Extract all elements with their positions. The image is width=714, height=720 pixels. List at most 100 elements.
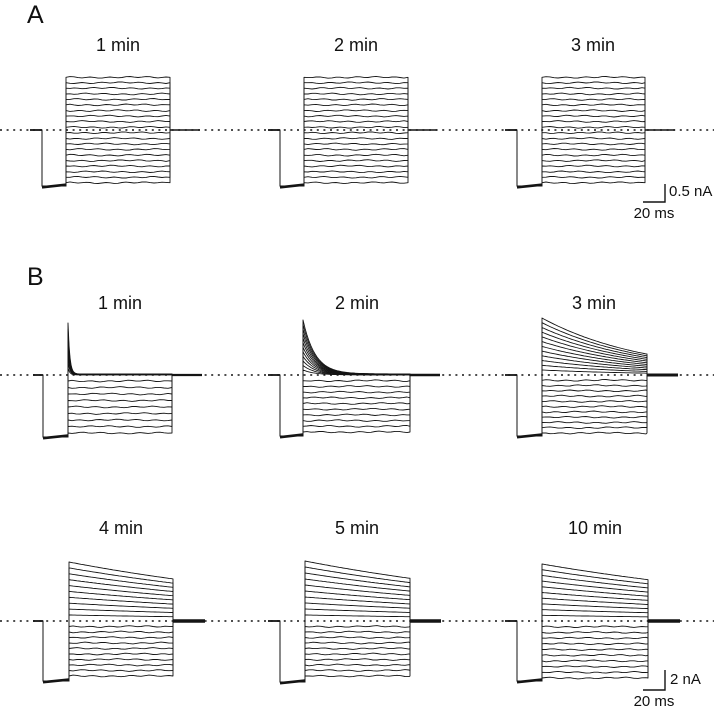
current-trace	[30, 76, 200, 187]
trace-row-3	[0, 560, 714, 685]
current-trace	[268, 129, 437, 187]
current-trace	[33, 348, 202, 438]
current-trace	[505, 620, 680, 682]
current-trace	[268, 342, 440, 437]
current-trace	[505, 574, 680, 682]
current-trace	[505, 129, 675, 187]
current-trace	[505, 109, 675, 187]
current-trace	[268, 114, 437, 187]
current-trace	[33, 579, 205, 682]
current-trace	[33, 585, 205, 682]
current-trace	[33, 620, 205, 682]
prepulse-bottom-segment	[279, 433, 304, 439]
current-trace	[33, 590, 205, 682]
current-trace	[33, 620, 205, 682]
current-trace	[268, 374, 440, 437]
current-trace	[505, 609, 680, 682]
current-trace	[505, 374, 678, 437]
current-trace	[505, 341, 678, 437]
current-trace	[505, 129, 675, 187]
current-trace	[505, 76, 675, 187]
current-trace	[30, 98, 200, 187]
current-trace	[30, 129, 200, 187]
current-trace	[505, 81, 675, 187]
current-trace	[505, 374, 678, 437]
current-trace	[30, 129, 200, 187]
current-trace	[30, 129, 200, 187]
scalebar-b-current-label: 2 nA	[670, 671, 701, 688]
trace-label-b-3min: 3 min	[571, 293, 616, 313]
current-trace	[505, 603, 680, 682]
current-trace	[268, 614, 441, 683]
current-trace	[33, 620, 205, 682]
current-trace	[268, 355, 440, 437]
current-trace	[505, 374, 678, 437]
prepulse-bottom-segment	[516, 433, 543, 439]
current-trace	[268, 608, 441, 683]
current-trace	[505, 120, 675, 187]
current-trace	[268, 92, 437, 187]
current-trace	[30, 109, 200, 187]
current-trace	[505, 345, 678, 437]
current-trace	[268, 129, 437, 187]
current-trace	[505, 129, 675, 187]
current-trace	[30, 120, 200, 187]
current-trace	[505, 336, 678, 437]
current-trace	[268, 590, 441, 683]
current-trace	[30, 129, 200, 187]
current-trace	[268, 620, 441, 683]
current-trace	[268, 129, 437, 187]
current-trace	[505, 597, 680, 682]
current-trace	[505, 620, 680, 682]
current-trace	[268, 81, 437, 187]
current-trace	[505, 327, 678, 437]
scalebar-b	[643, 670, 666, 691]
current-trace	[505, 129, 675, 187]
current-trace	[268, 337, 440, 437]
current-trace	[268, 374, 440, 437]
current-trace	[505, 620, 680, 682]
current-trace	[30, 86, 200, 187]
current-trace	[268, 620, 441, 683]
current-trace	[30, 129, 200, 187]
current-trace	[33, 614, 205, 682]
current-trace	[30, 103, 200, 187]
current-trace	[505, 114, 675, 187]
current-trace	[268, 620, 441, 683]
current-trace	[33, 361, 202, 438]
current-trace	[268, 602, 441, 683]
current-trace	[30, 92, 200, 187]
current-trace	[505, 129, 675, 187]
current-trace	[268, 374, 440, 437]
current-trace	[33, 567, 205, 682]
current-trace	[268, 129, 437, 187]
current-trace	[505, 620, 680, 682]
current-trace	[505, 129, 675, 187]
trace-family-b-4min	[33, 561, 205, 684]
trace-family-b-2min	[268, 319, 440, 439]
current-trace	[30, 129, 200, 187]
current-trace	[30, 129, 200, 187]
current-trace	[30, 129, 200, 187]
current-trace	[30, 129, 200, 187]
current-trace	[268, 374, 440, 437]
current-trace	[505, 580, 680, 682]
trace-label-a-3min: 3 min	[570, 35, 615, 55]
current-trace	[33, 374, 202, 438]
current-trace	[33, 374, 202, 438]
current-trace	[505, 350, 678, 437]
trace-label-b-10min: 10 min	[567, 518, 623, 538]
prepulse-bottom-segment	[516, 678, 543, 684]
current-trace	[33, 354, 202, 438]
trace-row-1	[0, 75, 714, 189]
trace-family-b-5min	[268, 560, 441, 685]
current-trace	[33, 374, 202, 438]
panel-a-letter: A	[27, 1, 44, 29]
current-trace	[268, 572, 441, 683]
current-trace	[268, 120, 437, 187]
current-trace	[268, 129, 437, 187]
trace-family-a-3min	[505, 76, 675, 189]
current-trace	[33, 596, 205, 682]
current-trace	[268, 620, 441, 683]
